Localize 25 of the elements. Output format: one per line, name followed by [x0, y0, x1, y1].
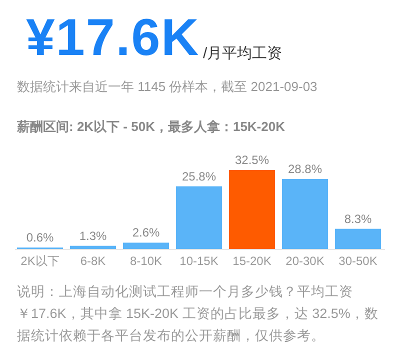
- x-tick-label: 10-15K: [180, 254, 218, 268]
- data-label: 32.5%: [234, 153, 270, 167]
- data-label: 8.3%: [344, 212, 372, 226]
- data-label: 1.3%: [79, 228, 107, 243]
- x-tick-label: 30-50K: [338, 254, 378, 268]
- data-label: 0.6%: [26, 230, 54, 245]
- bar: [282, 178, 328, 249]
- x-tick-label: 20-30K: [286, 254, 324, 268]
- bar: [229, 170, 275, 249]
- text: 薪酬区间: 2K以下 - 50K，最多人拿：15K-20K: [17, 118, 285, 136]
- bar: [176, 186, 222, 249]
- text: 数据统计来自近一年 1145 份样本，截至 2021-09-03: [17, 78, 318, 96]
- x-tick-label: 6-8K: [80, 254, 106, 268]
- data-label: 25.8%: [182, 169, 216, 184]
- x-tick-label: 2K以下: [20, 254, 60, 268]
- data-label: 28.8%: [288, 162, 322, 176]
- chart-subtitle: /月平均工资: [203, 44, 282, 63]
- x-tick-label: 8-10K: [130, 254, 162, 268]
- bar: [70, 246, 116, 249]
- data-label: 2.6%: [132, 226, 160, 240]
- x-tick-label: 15-20K: [232, 254, 272, 268]
- bar: [335, 228, 381, 249]
- text: 说明：上海自动化测试工程师一个月多少钱？平均工资￥17.6K，其中拿 15K-20K 工资的占比最多，达 32.5%，数据统计依赖于各平台发布的公开薪酬，仅供参考。: [17, 283, 380, 345]
- bar: [123, 242, 169, 249]
- chart-title: ¥17.6K: [26, 8, 200, 68]
